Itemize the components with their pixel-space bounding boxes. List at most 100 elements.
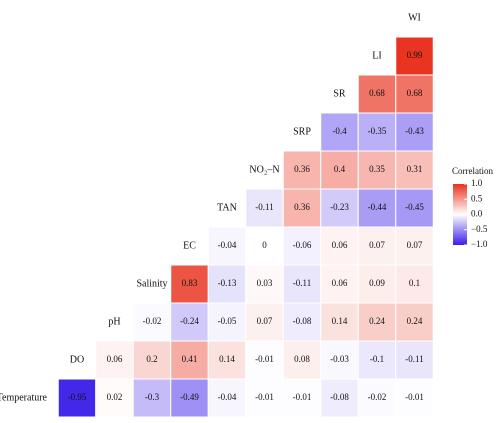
row-label: Temperature	[0, 392, 48, 403]
cell	[245, 226, 284, 266]
cell-label: 0.07	[407, 240, 423, 250]
cell-label: 0.06	[332, 278, 348, 288]
cell	[245, 188, 284, 228]
cell-label: -0.11	[293, 278, 311, 288]
cell-label: -0.04	[218, 240, 237, 250]
variable-label: TAN	[217, 202, 237, 213]
cell-label: -0.4	[332, 126, 347, 136]
cell	[320, 226, 359, 266]
cell-label: -0.08	[293, 316, 312, 326]
legend-title: Correlation	[452, 166, 493, 176]
cell-label: -0.02	[143, 316, 162, 326]
cell	[170, 302, 209, 342]
cell-label: -0.13	[218, 278, 237, 288]
cell-label: 0.99	[407, 50, 423, 60]
cell	[57, 378, 97, 418]
cell	[357, 378, 397, 418]
cell	[95, 378, 134, 418]
cell-label: -0.04	[218, 392, 237, 402]
cell-label: -0.03	[330, 354, 349, 364]
cell	[395, 264, 434, 304]
cell	[170, 340, 209, 380]
cell-label: 0.4	[334, 164, 346, 174]
colorbar-tick-label: −1.0	[471, 239, 488, 249]
cell-label: -0.44	[368, 202, 387, 212]
cell	[320, 340, 359, 380]
cell-label: 0.07	[257, 316, 273, 326]
cell	[320, 150, 359, 190]
cell-label: -0.95	[68, 392, 87, 402]
cell-label: -0.05	[218, 316, 237, 326]
cell	[395, 150, 434, 190]
cell-label: 0.07	[369, 240, 385, 250]
cell	[282, 150, 322, 190]
colorbar	[453, 184, 467, 245]
cell-label: 0.36	[294, 164, 310, 174]
variable-label: pH	[108, 316, 120, 327]
cell-label: -0.24	[180, 316, 199, 326]
cell	[395, 188, 434, 228]
cell	[395, 340, 434, 380]
cell-label: -0.45	[405, 202, 424, 212]
cell	[132, 340, 172, 380]
cell-label: -0.01	[405, 392, 424, 402]
cell	[245, 302, 284, 342]
cell-label: 0.35	[369, 164, 385, 174]
cell-label: 0.68	[407, 88, 423, 98]
cell-label: -0.01	[293, 392, 312, 402]
cell-label: 0.31	[407, 164, 423, 174]
cell-label: 0.1	[409, 278, 420, 288]
variable-label: SR	[333, 88, 346, 99]
variable-label: NO₂–N	[249, 164, 279, 175]
cell	[395, 36, 434, 76]
colorbar-tick-label: 0.0	[471, 209, 483, 219]
variable-label: LI	[372, 50, 381, 61]
cell	[207, 264, 247, 304]
cell-label: -0.08	[330, 392, 349, 402]
cell-label: -0.49	[180, 392, 199, 402]
cell	[170, 264, 209, 304]
cell-label: 0.02	[107, 392, 123, 402]
cell-label: 0.14	[332, 316, 348, 326]
cell-label: 0.08	[294, 354, 310, 364]
cell-label: -0.3	[145, 392, 160, 402]
cell	[245, 378, 284, 418]
cell	[320, 112, 359, 152]
cell-label: -0.43	[405, 126, 424, 136]
cell-label: -0.1	[370, 354, 384, 364]
cell	[207, 378, 247, 418]
cell	[357, 74, 397, 114]
cell-label: -0.23	[330, 202, 349, 212]
cell-label: -0.11	[255, 202, 273, 212]
cell	[395, 112, 434, 152]
cell	[282, 378, 322, 418]
cell	[395, 74, 434, 114]
variable-label: EC	[183, 240, 196, 251]
cell-label: -0.11	[405, 354, 423, 364]
cell-label: 0.24	[407, 316, 423, 326]
cell-label: 0.06	[107, 354, 123, 364]
cell	[132, 302, 172, 342]
variable-label: SRP	[293, 126, 311, 137]
cell-label: -0.35	[368, 126, 387, 136]
cell-label: 0.41	[182, 354, 198, 364]
cell	[207, 226, 247, 266]
cell	[357, 150, 397, 190]
variable-label: DO	[70, 354, 84, 365]
colorbar-tick-label: −0.5	[471, 224, 488, 234]
cell-label: 0.2	[146, 354, 157, 364]
cell-label: 0.83	[182, 278, 198, 288]
cell-label: 0.68	[369, 88, 385, 98]
cell	[320, 302, 359, 342]
cell-label: -0.02	[368, 392, 387, 402]
colorbar-tick-label: 1.0	[471, 178, 483, 188]
cell-label: 0.14	[219, 354, 235, 364]
variable-label: WI	[408, 12, 421, 23]
cell-label: -0.01	[255, 354, 274, 364]
cell-label: 0.09	[369, 278, 385, 288]
cell-label: 0.36	[294, 202, 310, 212]
cell-label: 0	[262, 240, 267, 250]
cell-label: -0.06	[293, 240, 312, 250]
cell	[320, 378, 359, 418]
cell	[395, 302, 434, 342]
